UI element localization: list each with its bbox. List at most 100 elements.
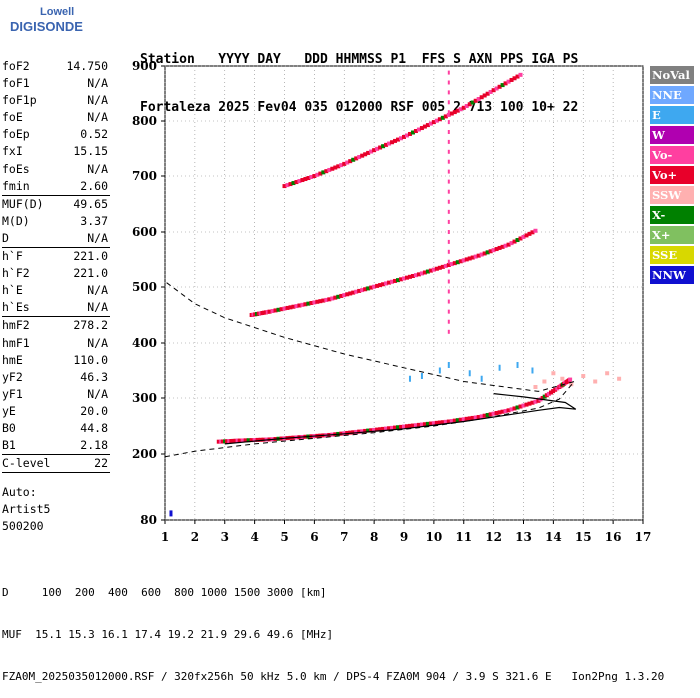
echo-point (375, 283, 380, 288)
param-label: C-level (2, 456, 51, 471)
legend-item-sse: SSE (650, 246, 694, 264)
echo-point (402, 424, 406, 429)
logo-line1: Lowell (40, 6, 75, 18)
param-row: B0 44.8 (2, 420, 112, 437)
param-row: foF1 N/A (2, 75, 112, 92)
echo-point (416, 272, 421, 277)
echo-point (461, 417, 466, 422)
echo-point (521, 234, 526, 239)
param-row: yF2 46.3 (2, 369, 112, 386)
param-label: foEp (2, 127, 30, 142)
echo-point (384, 426, 389, 431)
x-tick-label: 15 (575, 530, 592, 544)
echo-point (447, 209, 450, 214)
echo-point (345, 292, 350, 297)
echo-point (521, 403, 526, 408)
param-label: foF1 (2, 76, 30, 91)
echo-point (546, 391, 551, 396)
param-value: N/A (87, 76, 108, 91)
echo-point (276, 307, 281, 312)
echo-point (568, 377, 573, 382)
echo-point (485, 250, 490, 255)
header-field-names: Station YYYY DAY DDD HHMMSS P1 FFS S AXN… (140, 52, 579, 67)
echo-point (428, 268, 433, 273)
echo-point (321, 170, 326, 175)
param-label: hmE (2, 352, 23, 367)
echo-point (363, 287, 368, 292)
echo-point (605, 371, 610, 376)
param-row: foEp 0.52 (2, 126, 112, 143)
echo-point (617, 376, 622, 381)
echo-point (458, 107, 463, 112)
autoscaling-info: Auto: Artist5 500200 (2, 484, 50, 535)
echo-point (494, 411, 499, 416)
echo-point (470, 100, 475, 105)
echo-point (482, 413, 487, 418)
x-tick-label: 5 (280, 530, 288, 544)
param-row: foEs N/A (2, 161, 112, 178)
param-value: 0.52 (80, 127, 108, 142)
x-tick-label: 8 (370, 530, 378, 544)
echo-point (422, 124, 427, 129)
echo-point (452, 261, 457, 266)
auto-program: Artist5 (2, 502, 51, 516)
echo-point (491, 411, 496, 416)
echo-point (303, 177, 308, 182)
echo-point (447, 239, 450, 244)
echo-point (434, 266, 439, 271)
echo-point (447, 159, 450, 164)
x-tick-label: 2 (191, 530, 199, 544)
echo-point (393, 138, 398, 143)
x-tick-label: 1 (161, 530, 169, 544)
echo-point (447, 230, 450, 234)
echo-point (447, 90, 450, 95)
echo-point (333, 295, 338, 300)
echo-point (231, 438, 236, 443)
echo-point (485, 413, 490, 418)
y-tick-label: 500 (132, 280, 157, 294)
echo-point (402, 134, 406, 139)
echo-point (488, 249, 493, 254)
echo-point (447, 149, 450, 154)
scaled-parameters-panel: foF2 14.750 foF1 N/A foF1p N/A foE N/A foEp 0.52 f… (2, 58, 112, 474)
echo-point (527, 401, 532, 406)
param-separator (2, 316, 110, 318)
echo-point (360, 429, 365, 434)
x-tick-label: 9 (400, 530, 408, 544)
echo-point (312, 174, 317, 178)
param-value: 221.0 (73, 249, 108, 264)
param-separator (2, 247, 110, 249)
echo-point (452, 110, 457, 115)
echo-point (503, 243, 508, 248)
echo-point (306, 176, 311, 181)
legend-item-x: X+ (650, 226, 694, 244)
echo-point (516, 362, 519, 368)
echo-point (497, 84, 502, 89)
echo-point (581, 374, 586, 378)
echo-point (384, 281, 389, 286)
echo-point (258, 437, 263, 442)
echo-point (285, 305, 290, 310)
param-label: hmF1 (2, 335, 30, 350)
echo-point (447, 110, 450, 115)
echo-point (291, 181, 296, 186)
param-label: yF2 (2, 369, 23, 384)
echo-point (387, 141, 392, 146)
echo-point (512, 76, 517, 81)
echo-point (279, 307, 284, 312)
echo-point (390, 425, 395, 430)
echo-point (425, 123, 430, 128)
echo-point (422, 422, 427, 427)
echo-point (458, 259, 463, 264)
echo-point (440, 264, 445, 269)
echo-point (351, 157, 356, 162)
x-tick-label: 7 (340, 530, 348, 544)
logo-line2: DIGISONDE (10, 19, 83, 34)
echo-point (413, 423, 418, 428)
echo-point (461, 105, 466, 110)
echo-point (270, 309, 275, 314)
echo-point (233, 438, 238, 443)
echo-point (306, 301, 311, 306)
echo-point (470, 415, 475, 420)
echo-point (434, 420, 439, 425)
